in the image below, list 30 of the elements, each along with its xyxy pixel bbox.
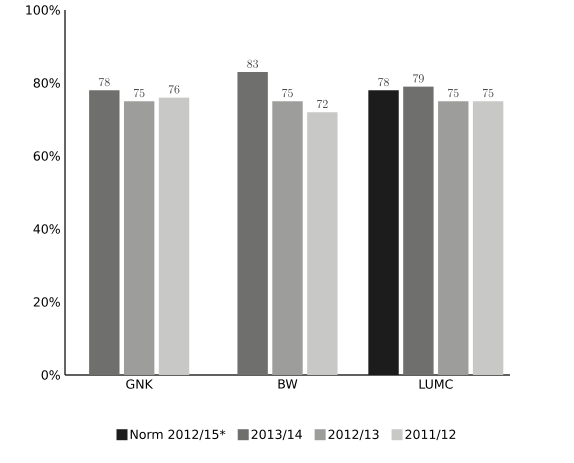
x-tick-label: BW: [278, 379, 298, 388]
data-label: 75: [134, 88, 144, 98]
x-tick-label: GNK: [126, 379, 154, 389]
data-label: 76: [168, 85, 180, 94]
data-label: 78: [99, 78, 110, 86]
data-label: 75: [482, 88, 494, 98]
y-tick-label: 80%: [34, 78, 60, 88]
bar: [472, 101, 504, 375]
legend-label: 2013/14: [252, 430, 302, 440]
legend-label: 2011/12: [405, 430, 456, 440]
data-label: 75: [448, 88, 459, 98]
y-tick-label: 60%: [34, 151, 60, 161]
bar: [438, 101, 468, 375]
data-label: 79: [413, 74, 424, 83]
bar: [368, 90, 399, 375]
bar: [124, 101, 154, 375]
legend-label: 2012/13: [328, 430, 379, 440]
bar: [158, 98, 190, 375]
bar: [403, 86, 434, 375]
bar: [89, 90, 120, 375]
y-tick-label: 20%: [34, 297, 60, 307]
data-label: 83: [247, 60, 258, 68]
y-tick-label: 0%: [42, 370, 60, 380]
y-tick-label: 100%: [26, 5, 60, 15]
x-tick-label: LUMC: [420, 379, 453, 389]
data-label: 75: [282, 88, 293, 98]
data-label: 78: [378, 78, 389, 86]
data-label: 72: [317, 100, 328, 108]
legend-label: Norm 2012/15*: [130, 430, 226, 440]
y-tick-label: 40%: [33, 224, 60, 234]
